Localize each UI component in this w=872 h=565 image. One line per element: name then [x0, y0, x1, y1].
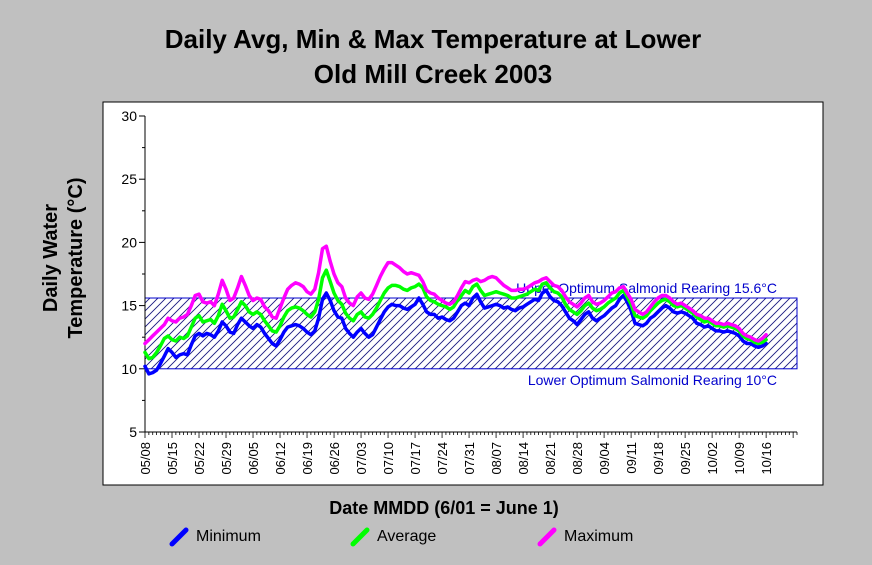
y-tick-label: 25	[121, 171, 137, 187]
legend-label-minimum: Minimum	[196, 528, 261, 545]
x-tick-label: 05/29	[219, 442, 234, 475]
x-tick-label: 05/08	[138, 442, 153, 475]
x-tick-label: 06/19	[300, 442, 315, 475]
x-tick-label: 07/31	[462, 442, 477, 475]
legend-label-maximum: Maximum	[564, 528, 633, 545]
chart-title-line2: Old Mill Creek 2003	[314, 59, 552, 89]
x-tick-label: 10/02	[705, 442, 720, 475]
x-tick-label: 07/03	[354, 442, 369, 475]
x-tick-label: 10/16	[759, 442, 774, 475]
y-tick-label: 20	[121, 234, 137, 250]
x-tick-label: 06/26	[327, 442, 342, 475]
legend-swatch-minimum	[169, 527, 189, 547]
x-tick-label: 08/07	[489, 442, 504, 475]
series-group	[143, 244, 768, 376]
x-axis-label: Date MMDD (6/01 = June 1)	[329, 498, 559, 518]
legend-label-average: Average	[377, 528, 436, 545]
x-tick-label: 09/04	[597, 442, 612, 475]
optimum-band	[144, 297, 798, 370]
y-tick-label: 15	[121, 298, 137, 314]
y-ticks: 5 10 15 20 25 30	[121, 108, 145, 440]
x-tick-label: 07/24	[435, 442, 450, 475]
x-tick-label: 10/09	[732, 442, 747, 475]
y-tick-label: 10	[121, 361, 137, 377]
x-tick-label: 07/17	[408, 442, 423, 475]
x-tick-label: 08/14	[516, 442, 531, 475]
x-tick-label: 06/05	[246, 442, 261, 475]
upper-optimum-label: Upper Optimum Salmonid Rearing 15.6°C	[516, 280, 777, 296]
x-tick-label: 08/28	[570, 442, 585, 475]
x-tick-label: 06/12	[273, 442, 288, 475]
lower-optimum-label: Lower Optimum Salmonid Rearing 10°C	[528, 372, 777, 388]
x-tick-label: 08/21	[543, 442, 558, 475]
x-tick-label: 09/11	[624, 442, 639, 474]
x-tick-label: 07/10	[381, 442, 396, 475]
y-tick-label: 30	[121, 108, 137, 124]
series-line-minimum	[143, 288, 768, 376]
legend-swatch-average	[350, 527, 370, 547]
x-tick-label: 09/25	[678, 442, 693, 475]
x-tick-label: 09/18	[651, 442, 666, 475]
series-line-average	[143, 268, 768, 361]
x-ticks: 05/08 05/15 05/22 05/29 06/05 06/12 06/19 06/26…	[138, 432, 798, 475]
legend-swatch-maximum	[537, 527, 557, 547]
series-line-maximum	[143, 244, 768, 346]
y-axis-label-line1: Daily Water	[40, 204, 62, 312]
y-tick-label: 5	[129, 424, 137, 440]
x-tick-label: 05/22	[192, 442, 207, 475]
y-axis-label-line2: Temperature (°C)	[65, 178, 87, 339]
x-tick-label: 05/15	[165, 442, 180, 475]
legend: Minimum Average Maximum	[169, 527, 633, 547]
chart-title-line1: Daily Avg, Min & Max Temperature at Lowe…	[165, 24, 702, 54]
